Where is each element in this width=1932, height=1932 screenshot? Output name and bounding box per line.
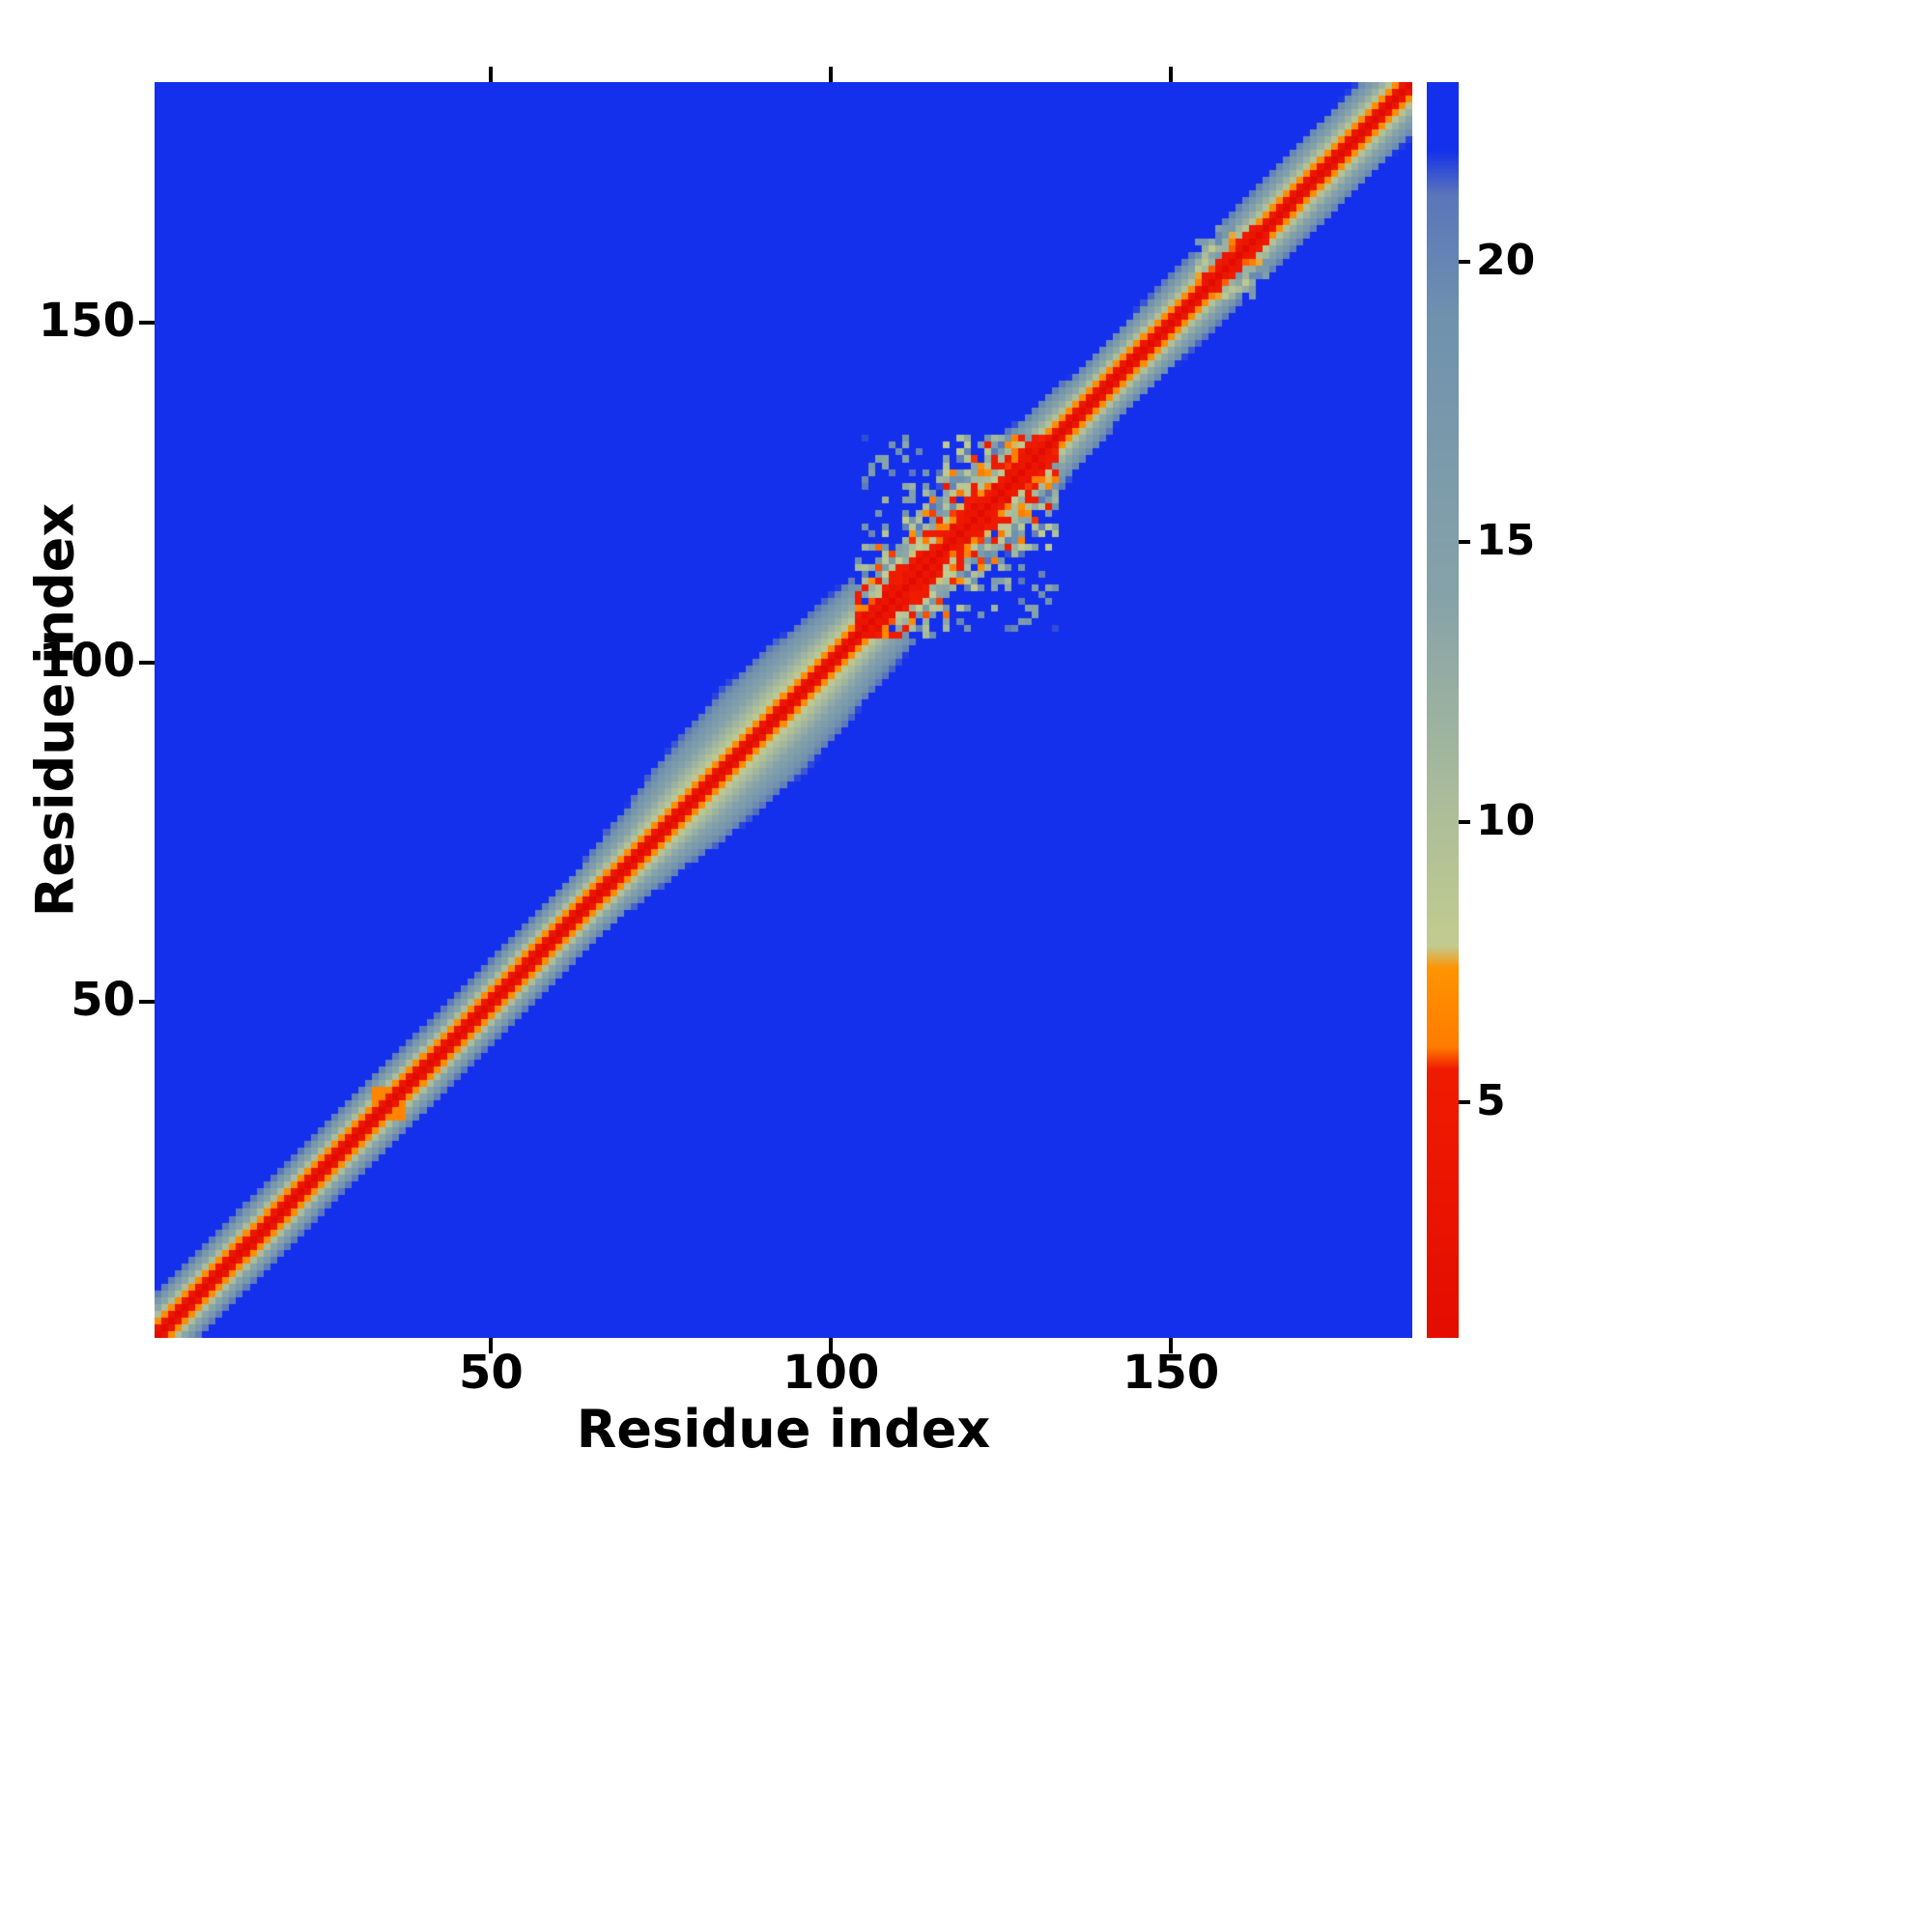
colorbar-tick-mark <box>1459 539 1470 544</box>
x-tick-mark-top <box>829 67 834 82</box>
x-tick-label: 150 <box>1122 1346 1220 1400</box>
x-tick-mark-top <box>489 67 494 82</box>
x-tick-mark-top <box>1169 67 1174 82</box>
colorbar-tick-label: 15 <box>1476 515 1536 565</box>
colorbar-tick-label: 5 <box>1476 1076 1506 1126</box>
heatmap-canvas <box>155 82 1412 1338</box>
colorbar-tick-label: 10 <box>1476 796 1536 846</box>
colorbar-canvas <box>1427 82 1459 1338</box>
colorbar-tick-mark <box>1459 259 1470 264</box>
x-tick-mark <box>489 1338 494 1353</box>
y-tick-mark <box>139 321 155 326</box>
y-tick-label: 150 <box>38 294 135 349</box>
y-tick-label: 50 <box>71 973 135 1028</box>
colorbar-tick-mark <box>1459 1100 1470 1105</box>
x-tick-mark <box>1169 1338 1174 1353</box>
x-axis-title: Residue index <box>576 1399 991 1460</box>
y-axis-title: Residue index <box>24 502 86 918</box>
colorbar-tick-mark <box>1459 820 1470 825</box>
x-tick-label: 50 <box>458 1346 524 1400</box>
y-tick-mark <box>139 660 155 665</box>
y-tick-mark <box>139 1000 155 1005</box>
x-tick-label: 100 <box>782 1346 880 1400</box>
y-tick-label: 100 <box>38 633 135 688</box>
colorbar-tick-label: 20 <box>1476 235 1536 285</box>
x-tick-mark <box>829 1338 834 1353</box>
